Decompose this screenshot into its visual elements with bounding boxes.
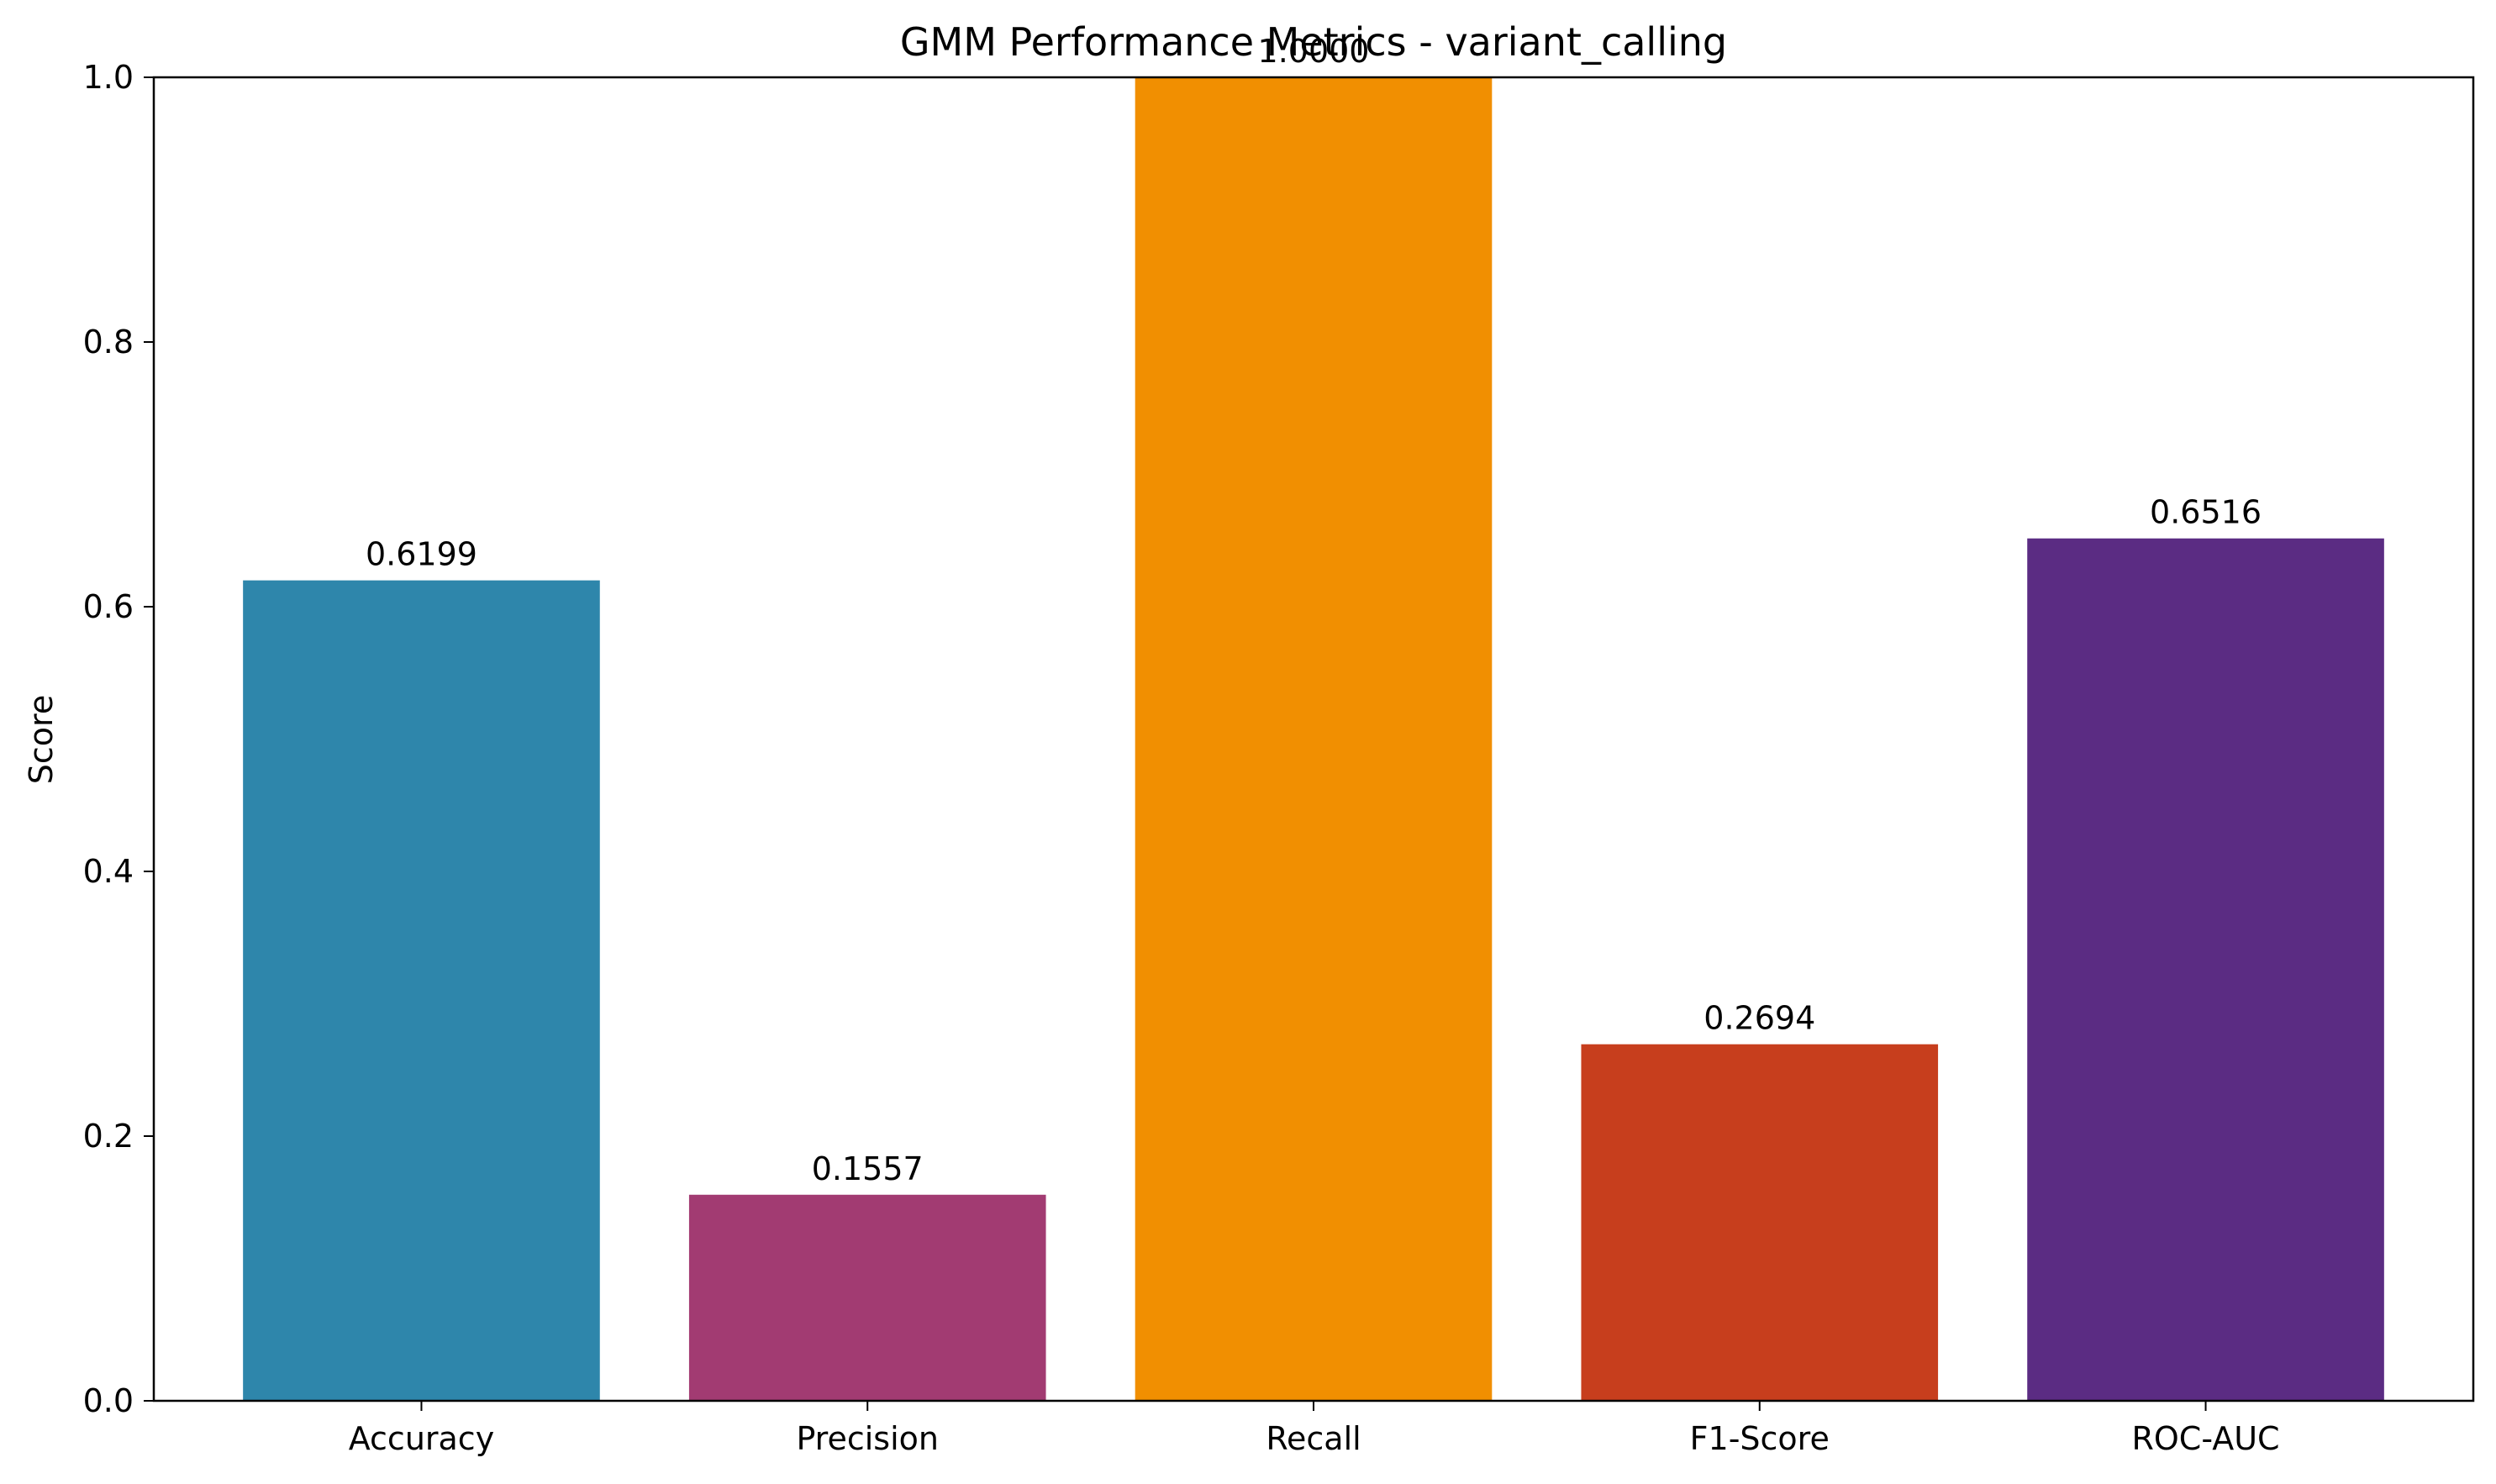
value-label: 1.0000 [1258,33,1370,70]
value-label: 0.2694 [1703,1000,1815,1037]
y-axis: 0.0 0.2 0.4 0.6 0.8 1.0 [83,59,154,1419]
y-tick-label: 0.0 [83,1382,134,1419]
y-tick-label: 0.6 [83,588,134,625]
y-axis-label: Score [23,695,60,784]
y-tick-label: 0.4 [83,853,134,890]
x-axis: Accuracy Precision Recall F1-Score ROC-AUC [349,1401,2280,1457]
x-tick-label: Precision [796,1420,939,1457]
bar-roc-auc [2027,538,2384,1401]
bar-accuracy [243,580,600,1401]
value-label: 0.1557 [812,1150,924,1187]
bar-precision [688,1194,1046,1401]
x-tick-label: Accuracy [349,1420,495,1457]
value-label: 0.6199 [366,536,477,573]
x-tick-label: ROC-AUC [2131,1420,2279,1457]
value-labels-layer: 0.6199 0.1557 1.0000 0.2694 0.6516 [366,33,2262,1187]
value-label: 0.6516 [2150,494,2262,531]
bar-recall [1135,77,1493,1401]
x-tick-label: F1-Score [1690,1420,1830,1457]
x-tick-label: Recall [1266,1420,1361,1457]
y-tick-label: 0.8 [83,324,134,360]
y-tick-label: 1.0 [83,59,134,96]
chart-title: GMM Performance Metrics - variant_callin… [900,19,1727,65]
bars-layer [243,77,2384,1401]
y-tick-label: 0.2 [83,1118,134,1155]
bar-f1-score [1581,1044,1939,1401]
